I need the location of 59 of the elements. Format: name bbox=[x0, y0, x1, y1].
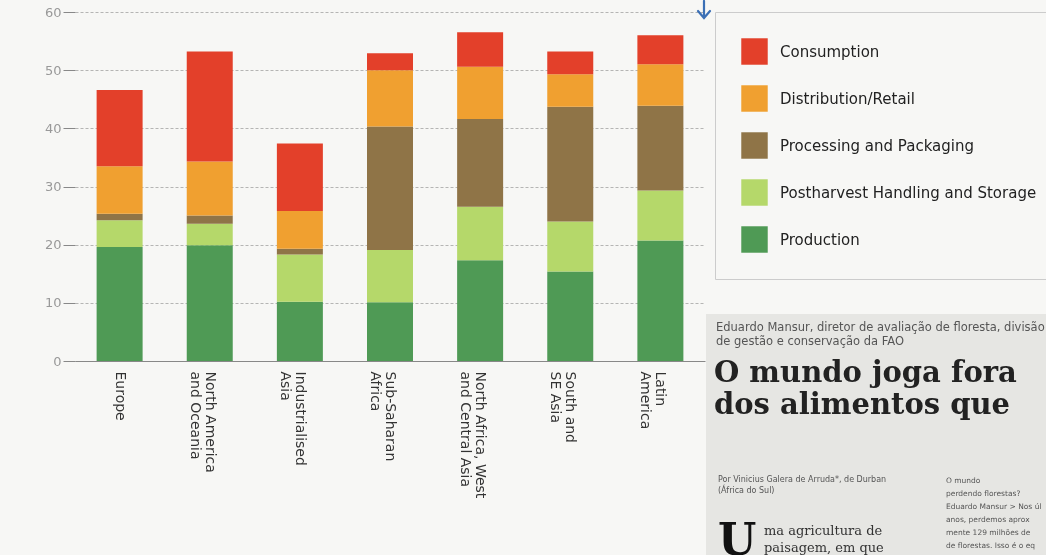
bar bbox=[457, 260, 504, 361]
bar bbox=[186, 223, 233, 246]
bar bbox=[96, 220, 143, 247]
y-tick-label: 10 bbox=[44, 295, 62, 311]
bar bbox=[457, 119, 504, 207]
x-tick-label: Sub-Saharan Africa bbox=[368, 371, 399, 462]
bar bbox=[547, 106, 594, 222]
bar bbox=[276, 248, 323, 255]
bar bbox=[457, 206, 504, 261]
bar bbox=[276, 301, 323, 361]
x-tick-label: Latin America bbox=[638, 371, 670, 430]
bar bbox=[186, 245, 233, 361]
bar bbox=[637, 240, 684, 361]
x-tick-label: Industrialised Asia bbox=[277, 371, 309, 466]
bar bbox=[367, 126, 413, 250]
x-tick-label: Europe bbox=[112, 371, 129, 421]
bar bbox=[96, 246, 143, 361]
text: Por Vinicius Galera de Arruda*, de Durban (África do Sul) bbox=[718, 474, 888, 496]
bar bbox=[547, 221, 594, 272]
x-tick-label: North America and Oceania bbox=[187, 371, 219, 473]
legend-label: Consumption bbox=[780, 42, 880, 61]
bar bbox=[457, 32, 504, 67]
bar bbox=[276, 210, 323, 249]
bar bbox=[637, 64, 684, 106]
bar bbox=[186, 215, 233, 224]
bar bbox=[637, 35, 684, 65]
bar bbox=[547, 74, 594, 107]
y-tick-label: 0 bbox=[53, 353, 62, 369]
y-tick-label: 50 bbox=[44, 62, 62, 78]
bar bbox=[276, 254, 323, 302]
text: ma agricultura de paisagem, em que bbox=[764, 522, 884, 555]
bar bbox=[276, 143, 323, 211]
text: Eduardo Mansur, diretor de avaliação de floresta, divisão de gestão e conservação da FAO bbox=[716, 320, 1046, 348]
x-tick-label: South and SE Asia bbox=[548, 371, 580, 443]
bar bbox=[367, 302, 413, 361]
text: U bbox=[718, 514, 757, 555]
legend-label: Distribution/Retail bbox=[780, 89, 915, 108]
bar bbox=[367, 70, 413, 127]
bar bbox=[457, 66, 504, 120]
legend-label: Production bbox=[780, 230, 860, 249]
bar bbox=[186, 51, 233, 162]
y-tick-label: 60 bbox=[44, 4, 62, 20]
bar bbox=[637, 190, 684, 241]
y-tick-label: 40 bbox=[44, 120, 62, 136]
legend-label: Processing and Packaging bbox=[780, 136, 974, 155]
bar bbox=[367, 249, 413, 303]
bar bbox=[96, 89, 143, 167]
x-tick-label: North Africa, West and Central Asia bbox=[458, 371, 490, 499]
bar bbox=[96, 213, 143, 221]
bar bbox=[186, 161, 233, 216]
text: O mundo joga fora dos alimentos que bbox=[714, 355, 1018, 421]
bar bbox=[96, 166, 143, 214]
bar bbox=[637, 105, 684, 191]
bar bbox=[547, 51, 594, 75]
legend-label: Postharvest Handling and Storage bbox=[780, 183, 1037, 202]
y-tick-label: 20 bbox=[44, 237, 62, 253]
bar bbox=[547, 271, 594, 361]
y-tick-label: 30 bbox=[44, 179, 62, 194]
bar bbox=[367, 53, 413, 71]
